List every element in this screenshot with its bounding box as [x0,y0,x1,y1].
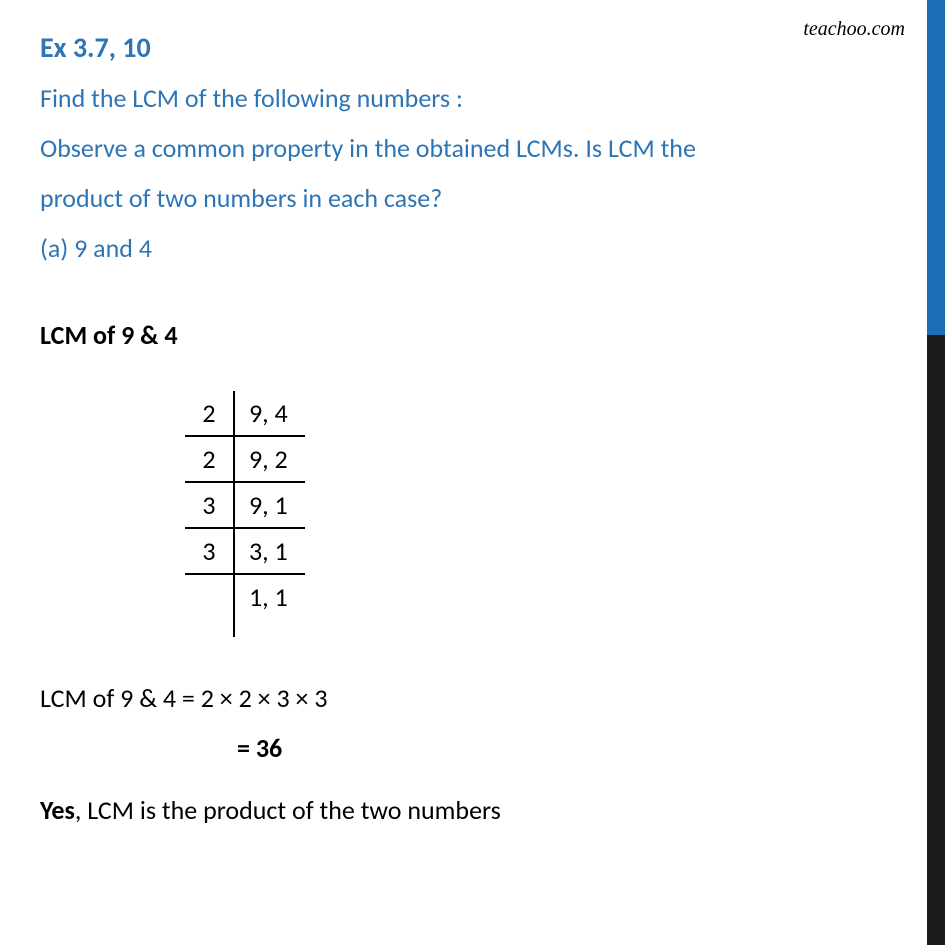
table-row: 3 3, 1 [185,529,895,575]
divisor-cell: 3 [185,529,233,575]
division-table: 2 9, 4 2 9, 2 3 9, 1 3 3, 1 1, 1 [185,391,895,637]
exercise-title: Ex 3.7, 10 [40,30,895,65]
divisor-cell: 3 [185,483,233,529]
numbers-cell: 1, 1 [233,575,305,637]
conclusion: Yes, LCM is the product of the two numbe… [40,794,895,826]
divisor-cell-empty [185,600,233,612]
answer-value: = 36 [237,732,895,764]
right-decoration-blue [927,0,945,335]
numbers-cell: 9, 4 [233,391,305,437]
table-row: 2 9, 4 [185,391,895,437]
table-row: 3 9, 1 [185,483,895,529]
numbers-cell: 3, 1 [233,529,305,575]
numbers-cell: 9, 2 [233,437,305,483]
divisor-cell: 2 [185,437,233,483]
question-line-4: (a) 9 and 4 [40,227,895,269]
divisor-cell: 2 [185,391,233,437]
section-heading: LCM of 9 & 4 [40,319,895,351]
numbers-cell: 9, 1 [233,483,305,529]
answer-line: LCM of 9 & 4 = 2 × 2 × 3 × 3 [40,682,895,714]
watermark: teachoo.com [803,18,905,41]
table-row: 2 9, 2 [185,437,895,483]
conclusion-yes: Yes [40,794,75,826]
question-line-1: Find the LCM of the following numbers : [40,77,895,119]
question-line-3: product of two numbers in each case? [40,177,895,219]
table-row: 1, 1 [185,575,895,637]
question-line-2: Observe a common property in the obtaine… [40,127,895,169]
right-decoration-dark [927,335,945,945]
conclusion-rest: , LCM is the product of the two numbers [75,794,501,826]
